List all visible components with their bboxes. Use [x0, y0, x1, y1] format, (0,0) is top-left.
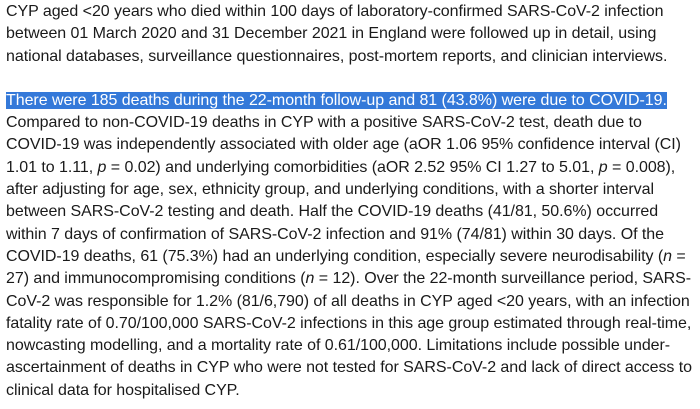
paragraph-spacer	[6, 68, 700, 90]
paragraph-findings[interactable]: There were 185 deaths during the 22-mont…	[6, 90, 700, 402]
selected-text-highlight[interactable]: There were 185 deaths during the 22-mont…	[6, 91, 667, 109]
findings-text-part-5: = 12). Over the 22-month surveillance pe…	[6, 270, 693, 399]
findings-text-part-2: = 0.02) and underlying comorbidities (aO…	[106, 158, 599, 176]
findings-text-part-1: Compared to non-COVID-19 deaths in CYP w…	[6, 114, 681, 176]
paragraph-study-design[interactable]: CYP aged <20 years who died within 100 d…	[6, 3, 668, 65]
n-count-symbol: n	[663, 247, 672, 265]
findings-text-part-3: = 0.008), after adjusting for age, sex, …	[6, 158, 676, 265]
findings-text-part-4: = 27) and immunocompromising conditions …	[6, 247, 686, 288]
p-value-symbol: p	[598, 158, 608, 176]
p-value-symbol: p	[97, 158, 107, 176]
n-count-symbol: n	[305, 270, 315, 288]
